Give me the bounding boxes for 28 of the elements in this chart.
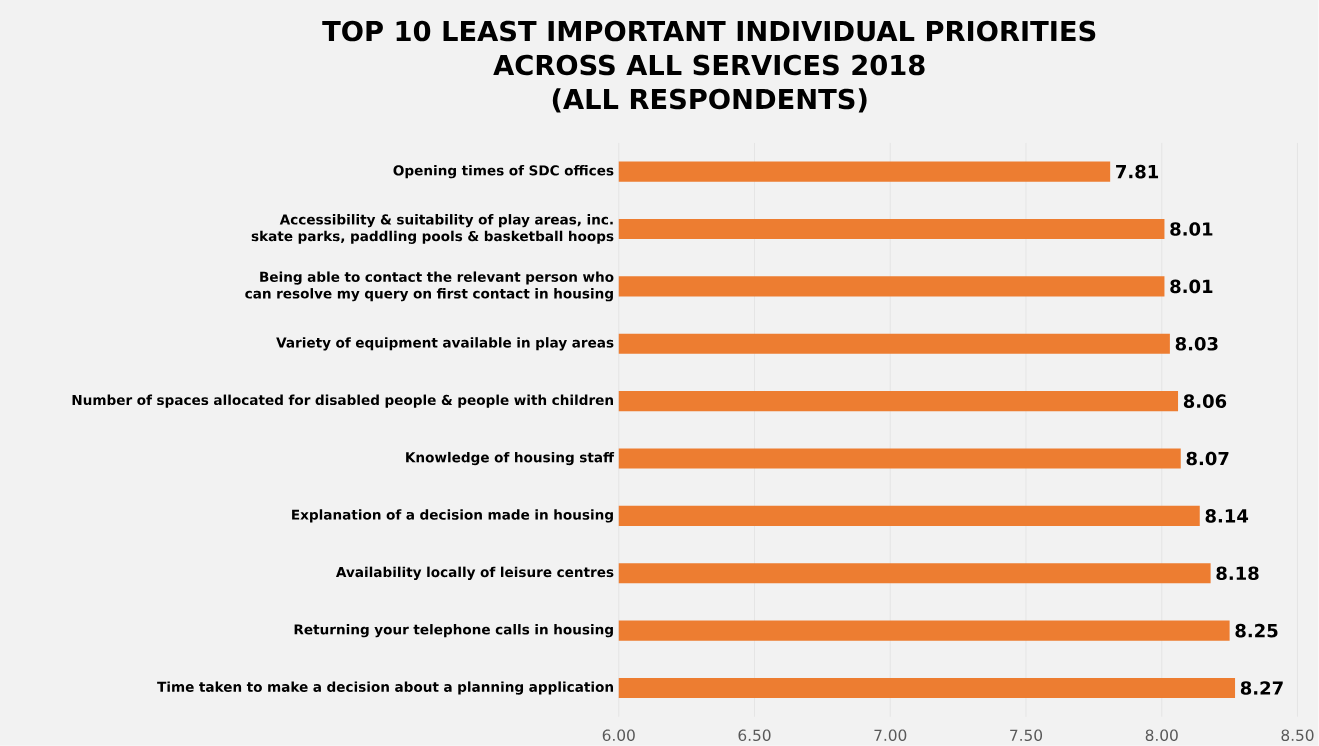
x-tick-label: 8.50	[1281, 729, 1314, 742]
data-label: 8.18	[1216, 566, 1259, 581]
y-tick-label: Being able to contact the relevant person who can resolve my query on first contact in housing	[245, 271, 614, 302]
data-label: 8.01	[1170, 279, 1213, 294]
x-tick-label: 8.00	[1145, 729, 1178, 742]
x-tick-label: 6.50	[738, 729, 771, 742]
data-label: 8.25	[1235, 623, 1278, 638]
y-tick-label: Number of spaces allocated for disabled people & people with children	[72, 394, 613, 408]
data-label: 8.03	[1175, 337, 1218, 351]
y-tick-label: Returning your telephone calls in housing	[294, 624, 613, 638]
y-tick-label: Explanation of a decision made in housing	[292, 509, 613, 523]
data-label: 8.14	[1205, 509, 1249, 523]
y-tick-label: Accessibility & suitability of play areas, inc. skate parks, paddling pools & basketball hoops	[251, 214, 614, 245]
data-label: 8.27	[1240, 681, 1283, 695]
y-tick-label: Opening times of SDC offices	[393, 165, 614, 179]
y-tick-label: Variety of equipment available in play areas	[276, 337, 614, 351]
chart-title: TOP 10 LEAST IMPORTANT INDIVIDUAL PRIORITIES ACROSS ALL SERVICES 2018	[322, 20, 1096, 76]
y-tick-label: Availability locally of leisure centres	[335, 566, 614, 581]
chart-subtitle: (ALL RESPONDENTS)	[552, 88, 867, 113]
x-tick-label: 7.50	[1010, 729, 1043, 742]
x-tick-label: 7.00	[874, 729, 907, 742]
data-label: 7.81	[1116, 164, 1159, 179]
data-label: 8.01	[1170, 222, 1213, 236]
x-tick-label: 6.00	[602, 729, 635, 742]
data-label: 8.07	[1186, 451, 1229, 466]
data-label: 8.06	[1183, 394, 1227, 409]
y-tick-label: Time taken to make a decision about a planning application	[157, 681, 614, 695]
y-tick-label: Knowledge of housing staff	[406, 452, 615, 466]
